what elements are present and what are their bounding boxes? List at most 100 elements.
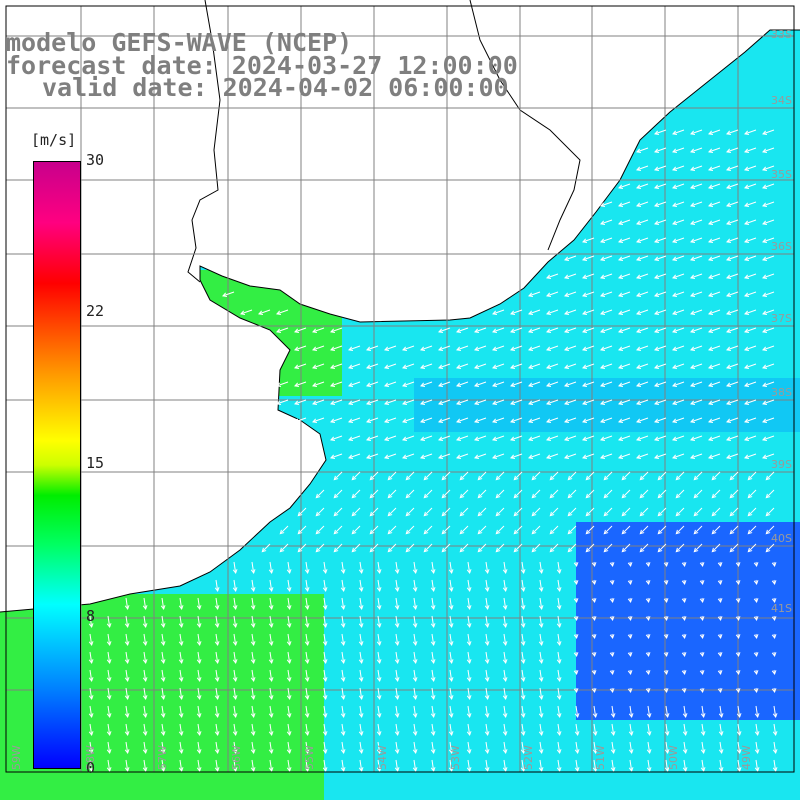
wind-arrow-head: [448, 749, 454, 755]
wind-arrow-shaft: [585, 471, 595, 481]
wind-arrow-shaft: [503, 579, 507, 592]
wind-speed-cell: [432, 774, 450, 792]
wind-arrow-head: [268, 695, 274, 701]
wind-arrow: [340, 561, 346, 575]
wind-arrow: [477, 543, 487, 553]
wind-speed-cell: [684, 702, 702, 720]
wind-arrow-shaft: [125, 669, 129, 682]
wind-arrow-head: [618, 238, 624, 243]
wind-arrow-head: [582, 328, 588, 333]
wind-speed-cell: [756, 432, 774, 450]
wind-speed-cell: [234, 288, 252, 306]
wind-speed-cell: [468, 342, 486, 360]
wind-arrow: [423, 507, 433, 517]
wind-arrow: [573, 669, 579, 676]
wind-arrow-head: [618, 274, 624, 279]
wind-arrow-shaft: [492, 435, 505, 441]
wind-speed-cell: [648, 342, 666, 360]
longitude-label: 49W: [740, 745, 753, 770]
wind-arrow-head: [286, 677, 292, 683]
wind-arrow-head: [700, 767, 706, 773]
wind-arrow-head: [520, 605, 526, 611]
wind-arrow-shaft: [413, 741, 417, 754]
wind-arrow-shaft: [431, 741, 435, 754]
wind-speed-cell: [360, 792, 378, 800]
wind-arrow-shaft: [485, 669, 489, 682]
wind-arrow: [510, 309, 523, 315]
wind-arrow-head: [708, 364, 714, 369]
wind-arrow-shaft: [161, 615, 165, 628]
wind-speed-cell: [738, 342, 756, 360]
wind-arrow: [672, 255, 685, 261]
wind-arrow-head: [459, 475, 465, 481]
wind-arrow: [538, 579, 544, 593]
wind-speed-cell: [198, 270, 216, 288]
wind-arrow-head: [708, 274, 714, 279]
wind-speed-cell: [504, 792, 522, 800]
wind-arrow-shaft: [333, 543, 343, 553]
wind-arrow: [387, 507, 397, 517]
wind-speed-cell: [540, 288, 558, 306]
wind-arrow: [556, 561, 562, 575]
wind-arrow-shaft: [503, 741, 507, 754]
wind-arrow-shaft: [567, 489, 577, 499]
wind-arrow-head: [726, 184, 732, 189]
wind-arrow-shaft: [459, 489, 469, 499]
wind-arrow-shaft: [359, 687, 363, 700]
wind-arrow-shaft: [233, 579, 237, 592]
wind-arrow: [556, 651, 562, 665]
wind-arrow-head: [474, 418, 480, 423]
wind-arrow-shaft: [747, 507, 757, 517]
wind-arrow: [330, 453, 343, 459]
wind-arrow-shaft: [431, 561, 435, 574]
wind-speed-cell: [468, 594, 486, 612]
wind-arrow-shaft: [341, 579, 345, 592]
wind-arrow: [142, 669, 148, 683]
wind-arrow-head: [474, 346, 480, 351]
wind-arrow-shaft: [459, 543, 469, 553]
wind-speed-cell: [360, 774, 378, 792]
wind-arrow: [232, 633, 238, 647]
wind-arrow-shaft: [600, 219, 613, 225]
wind-speed-cell: [792, 774, 800, 792]
wind-speed-cell: [738, 306, 756, 324]
wind-arrow: [88, 759, 94, 773]
wind-arrow-shaft: [701, 723, 705, 736]
wind-arrow-head: [276, 328, 282, 333]
wind-arrow-shaft: [143, 633, 147, 646]
wind-speed-cell: [144, 630, 162, 648]
wind-arrow-shaft: [726, 291, 739, 297]
wind-arrow-shaft: [672, 453, 685, 459]
wind-speed-cell: [702, 360, 720, 378]
wind-speed-cell: [540, 486, 558, 504]
wind-arrow-head: [618, 220, 624, 225]
wind-arrow-head: [636, 310, 642, 315]
wind-speed-cell: [756, 324, 774, 342]
wind-arrow-shaft: [423, 525, 433, 535]
wind-arrow-head: [142, 605, 148, 611]
wind-arrow: [531, 543, 541, 553]
wind-speed-cell: [90, 684, 108, 702]
wind-arrow: [654, 309, 667, 315]
wind-arrow-head: [556, 695, 562, 701]
wind-arrow: [250, 579, 256, 593]
wind-arrow-head: [420, 400, 426, 405]
wind-arrow-head: [466, 659, 472, 665]
wind-arrow: [762, 273, 775, 279]
wind-arrow-head: [585, 547, 591, 553]
wind-speed-cell: [36, 774, 54, 792]
wind-arrow-shaft: [567, 543, 577, 553]
wind-arrow-head: [531, 475, 537, 481]
wind-arrow-head: [294, 382, 300, 387]
wind-arrow: [358, 687, 364, 701]
wind-arrow: [322, 597, 328, 611]
wind-arrow-head: [717, 598, 723, 604]
wind-speed-cell: [396, 738, 414, 756]
wind-arrow-shaft: [636, 147, 649, 153]
wind-arrow-shaft: [654, 345, 667, 351]
wind-arrow-shaft: [107, 705, 111, 718]
wind-speed-cell: [756, 792, 774, 800]
wind-arrow: [645, 561, 651, 568]
wind-arrow: [412, 687, 418, 701]
